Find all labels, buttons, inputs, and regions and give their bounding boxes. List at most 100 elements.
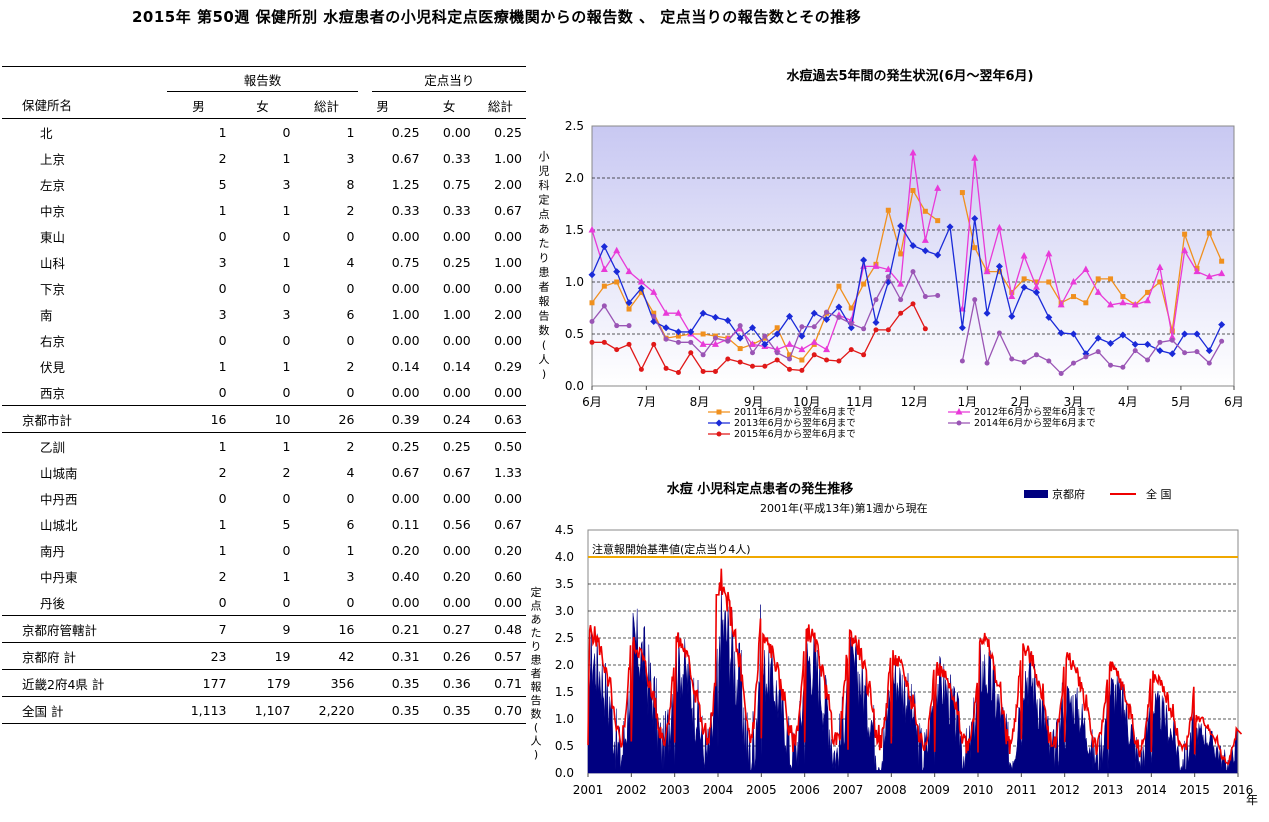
x-tick-label: 10月 (793, 395, 820, 409)
data-point (650, 288, 658, 295)
data-point (885, 274, 891, 280)
row-name: 伏見 (40, 359, 66, 375)
x-tick-label: 2007 (833, 783, 864, 797)
cell-pm: 0.00 (391, 332, 420, 348)
data-point (589, 319, 595, 325)
data-point (1168, 350, 1176, 358)
row-name: 南 (40, 307, 53, 323)
cell-pm: 0.14 (391, 358, 420, 374)
cell-pm: 0.11 (391, 516, 420, 532)
cell-f: 1 (282, 254, 291, 270)
data-point (984, 360, 990, 366)
cell-pm: 0.67 (391, 464, 420, 480)
cell-pt: 0.67 (494, 516, 522, 532)
data-point (1182, 350, 1188, 356)
data-point (824, 309, 830, 315)
cell-pf: 0.27 (442, 621, 471, 637)
table-row: 南丹 1 0 1 0.20 0.00 0.20 (2, 537, 526, 563)
data-point (910, 187, 916, 193)
cell-m: 1 (218, 438, 227, 454)
cell-t: 16 (338, 621, 355, 637)
legend-label: 全 国 (1146, 487, 1172, 501)
data-point (861, 281, 867, 287)
row-name: 山城北 (40, 517, 78, 533)
cell-pm: 0.21 (391, 621, 420, 637)
cell-pm: 0.35 (391, 702, 420, 718)
legend-item: 2014年6月から翌年6月まで (948, 417, 1096, 429)
data-point (638, 289, 644, 295)
x-tick-label: 2008 (876, 783, 907, 797)
data-point (824, 357, 830, 363)
data-point (600, 265, 608, 273)
data-point (736, 334, 744, 342)
table-row: 乙訓 1 1 2 0.25 0.25 0.50 (2, 433, 526, 460)
data-point (1218, 321, 1226, 329)
data-point (1083, 354, 1089, 360)
data-point (700, 331, 706, 337)
series-segment (961, 158, 1222, 338)
y-tick-label: 3.5 (555, 577, 574, 591)
cell-t: 356 (330, 675, 355, 691)
ylabel-char: 科 (539, 178, 550, 192)
cell-pm: 0.00 (391, 280, 420, 296)
cell-t: 8 (346, 176, 355, 192)
row-name: 中丹西 (40, 491, 78, 507)
legend-label: 2011年6月から翌年6月まで (734, 406, 856, 418)
x-tick-label: 2006 (789, 783, 820, 797)
data-point (1094, 288, 1102, 295)
cell-pm: 0.00 (391, 594, 420, 610)
data-point (884, 265, 892, 273)
y-tick-label: 2.5 (555, 631, 574, 645)
data-point (725, 338, 731, 344)
cell-pf: 0.00 (442, 124, 471, 140)
cell-pf: 0.20 (442, 568, 471, 584)
cell-pm: 0.00 (391, 490, 420, 506)
cell-pf: 0.00 (442, 594, 471, 610)
data-point (1144, 296, 1152, 304)
data-point (1071, 294, 1076, 300)
cell-pm: 0.00 (391, 384, 420, 400)
cell-pf: 1.00 (442, 306, 471, 322)
cell-pf: 0.75 (442, 176, 471, 192)
data-point (663, 336, 669, 342)
cell-m: 2 (218, 464, 227, 480)
x-tick-label: 7月 (637, 395, 657, 409)
row-name: 上京 (40, 151, 66, 167)
cell-pt: 2.00 (494, 306, 522, 322)
cell-f: 0 (282, 280, 291, 296)
cell-pf: 0.00 (442, 228, 471, 244)
x-tick-label: 3月 (1064, 395, 1084, 409)
data-point (971, 215, 979, 223)
cell-f: 10 (274, 411, 291, 427)
ylabel-char: ) (534, 748, 538, 761)
y-tick-label: 4.5 (555, 523, 574, 537)
table-row: 全国 計 1,113 1,107 2,220 0.35 0.35 0.70 (2, 697, 526, 724)
cell-pf: 0.00 (442, 280, 471, 296)
cell-t: 0 (346, 490, 355, 506)
data-point (1070, 330, 1077, 338)
cell-m: 1 (218, 516, 227, 532)
data-point (1205, 347, 1213, 355)
data-point (1108, 362, 1114, 368)
ylabel-char: 数 (539, 324, 550, 337)
cell-t: 4 (346, 464, 355, 480)
y-tick-label: 0.5 (565, 327, 584, 341)
cell-pm: 1.25 (391, 176, 420, 192)
data-point (1157, 279, 1163, 285)
data-point (1157, 339, 1163, 345)
data-point (699, 340, 707, 347)
cell-t: 2,220 (318, 702, 355, 718)
data-point (614, 323, 620, 329)
cell-t: 3 (346, 150, 355, 166)
data-point (637, 284, 645, 292)
y-tick-label: 1.0 (565, 275, 584, 289)
x-tick-label: 4月 (1118, 395, 1138, 409)
cell-f: 1 (282, 438, 291, 454)
ylabel-char: 定 (539, 193, 550, 207)
cell-f: 0 (282, 228, 291, 244)
legend-label: 2012年6月から翌年6月まで (974, 406, 1096, 418)
x-tick-label: 2014 (1136, 783, 1167, 797)
x-tick-label: 2003 (659, 783, 690, 797)
table-row: 京都市計 16 10 26 0.39 0.24 0.63 (2, 406, 526, 433)
